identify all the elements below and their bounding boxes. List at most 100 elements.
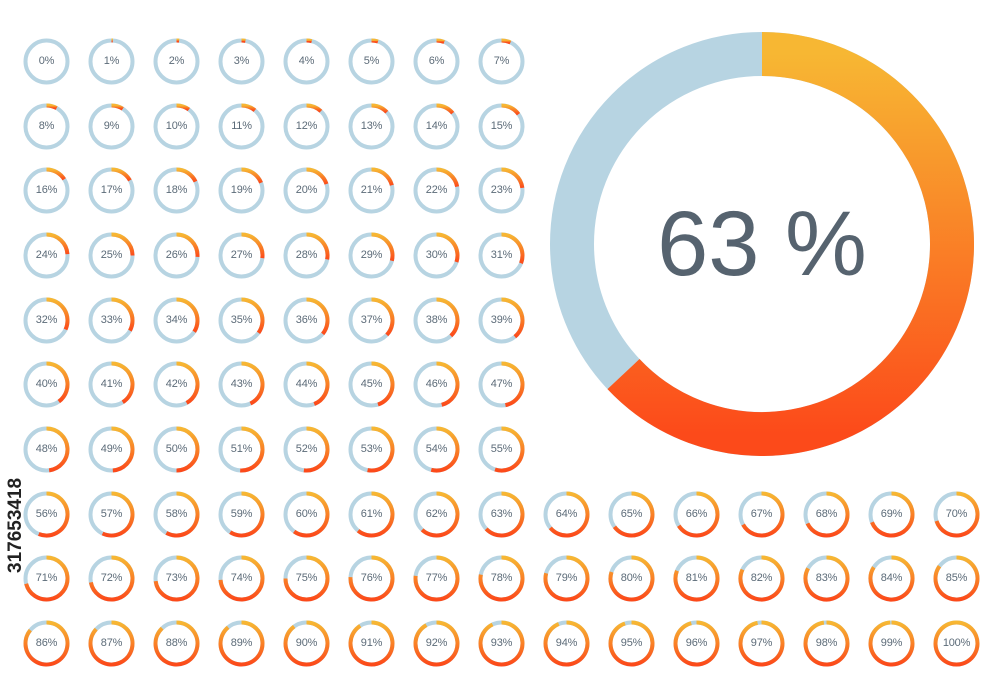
progress-ring: 13%	[348, 103, 395, 150]
progress-ring: 3%	[218, 38, 265, 85]
progress-ring-label: 30%	[425, 249, 448, 261]
progress-ring: 40%	[23, 361, 70, 408]
progress-ring: 81%	[673, 555, 720, 602]
progress-ring-arc	[348, 620, 395, 667]
progress-ring-arc	[23, 620, 70, 667]
progress-ring-graphic	[153, 491, 200, 538]
progress-ring-label: 73%	[165, 572, 188, 584]
progress-ring-label: 60%	[295, 508, 318, 520]
progress-ring-graphic	[478, 620, 525, 667]
progress-ring-graphic	[478, 38, 525, 85]
progress-ring-graphic	[348, 620, 395, 667]
progress-ring-label: 2%	[168, 55, 185, 67]
progress-ring-label: 58%	[165, 508, 188, 520]
progress-ring-label: 24%	[35, 249, 58, 261]
progress-ring-arc	[805, 491, 850, 538]
progress-ring-graphic	[88, 167, 135, 214]
progress-ring-graphic	[218, 620, 265, 667]
progress-ring-arc	[283, 620, 330, 667]
progress-ring-graphic	[413, 38, 460, 85]
progress-ring: 70%	[933, 491, 980, 538]
progress-ring: 58%	[153, 491, 200, 538]
progress-ring-label: 20%	[295, 184, 318, 196]
progress-ring: 87%	[88, 620, 135, 667]
progress-ring: 65%	[608, 491, 655, 538]
progress-ring: 38%	[413, 297, 460, 344]
progress-ring-arc	[868, 620, 915, 667]
progress-ring: 27%	[218, 232, 265, 279]
progress-ring-label: 35%	[230, 314, 253, 326]
progress-ring-label: 39%	[490, 314, 513, 326]
progress-ring-graphic	[348, 103, 395, 150]
progress-ring: 64%	[543, 491, 590, 538]
progress-ring: 41%	[88, 361, 135, 408]
progress-ring-arc	[88, 620, 135, 667]
progress-ring-label: 10%	[165, 120, 188, 132]
progress-ring-arc	[933, 555, 980, 602]
progress-ring-arc	[241, 297, 265, 335]
progress-ring-arc	[306, 38, 313, 44]
progress-ring: 91%	[348, 620, 395, 667]
progress-ring-graphic	[413, 297, 460, 344]
progress-ring-label: 14%	[425, 120, 448, 132]
progress-ring-arc	[803, 555, 850, 602]
progress-ring: 72%	[88, 555, 135, 602]
progress-ring: 22%	[413, 167, 460, 214]
progress-ring-graphic	[868, 491, 915, 538]
progress-ring-label: 90%	[295, 637, 318, 649]
progress-ring-arc	[24, 555, 70, 602]
progress-ring-arc	[501, 167, 525, 189]
progress-ring-arc	[218, 555, 265, 602]
progress-ring-label: 88%	[165, 637, 188, 649]
progress-ring: 95%	[608, 620, 655, 667]
progress-ring-arc	[436, 103, 455, 115]
progress-ring-graphic	[803, 555, 850, 602]
progress-ring: 5%	[348, 38, 395, 85]
progress-ring: 44%	[283, 361, 330, 408]
progress-ring: 39%	[478, 297, 525, 344]
progress-ring-graphic	[218, 103, 265, 150]
progress-ring-graphic	[218, 232, 265, 279]
progress-ring-arc	[46, 103, 58, 110]
progress-ring-graphic	[218, 38, 265, 85]
progress-ring-arc	[478, 555, 525, 602]
progress-ring-graphic	[478, 426, 525, 473]
progress-ring: 33%	[88, 297, 135, 344]
progress-ring-graphic	[23, 620, 70, 667]
progress-ring: 89%	[218, 620, 265, 667]
progress-ring-arc	[738, 555, 785, 602]
progress-ring: 88%	[153, 620, 200, 667]
progress-ring-graphic	[348, 491, 395, 538]
progress-ring-label: 75%	[295, 572, 318, 584]
progress-ring-graphic	[153, 232, 200, 279]
progress-ring: 42%	[153, 361, 200, 408]
progress-ring-graphic	[413, 555, 460, 602]
progress-ring-arc	[933, 620, 980, 667]
progress-ring-graphic	[543, 491, 590, 538]
progress-ring: 10%	[153, 103, 200, 150]
progress-ring: 84%	[868, 555, 915, 602]
progress-ring-graphic	[543, 555, 590, 602]
progress-ring-arc	[803, 620, 850, 667]
featured-ring-graphic	[550, 32, 974, 456]
progress-ring-arc	[436, 167, 460, 188]
progress-ring-arc	[870, 491, 915, 538]
progress-ring-arc	[420, 491, 460, 538]
progress-ring: 37%	[348, 297, 395, 344]
progress-ring-label: 26%	[165, 249, 188, 261]
featured-ring-progress-arc	[607, 32, 974, 456]
progress-ring-arc	[111, 103, 124, 111]
progress-ring-graphic	[283, 103, 330, 150]
progress-ring-graphic	[868, 620, 915, 667]
progress-ring-arc	[413, 620, 460, 667]
progress-ring: 100%	[933, 620, 980, 667]
progress-ring-graphic	[348, 38, 395, 85]
progress-ring-graphic	[283, 297, 330, 344]
progress-ring-arc	[413, 555, 460, 602]
progress-ring-track	[23, 38, 70, 85]
progress-ring-graphic	[23, 555, 70, 602]
progress-ring-label: 17%	[100, 184, 123, 196]
progress-ring-label: 62%	[425, 508, 448, 520]
progress-ring: 30%	[413, 232, 460, 279]
progress-ring-label: 89%	[230, 637, 253, 649]
